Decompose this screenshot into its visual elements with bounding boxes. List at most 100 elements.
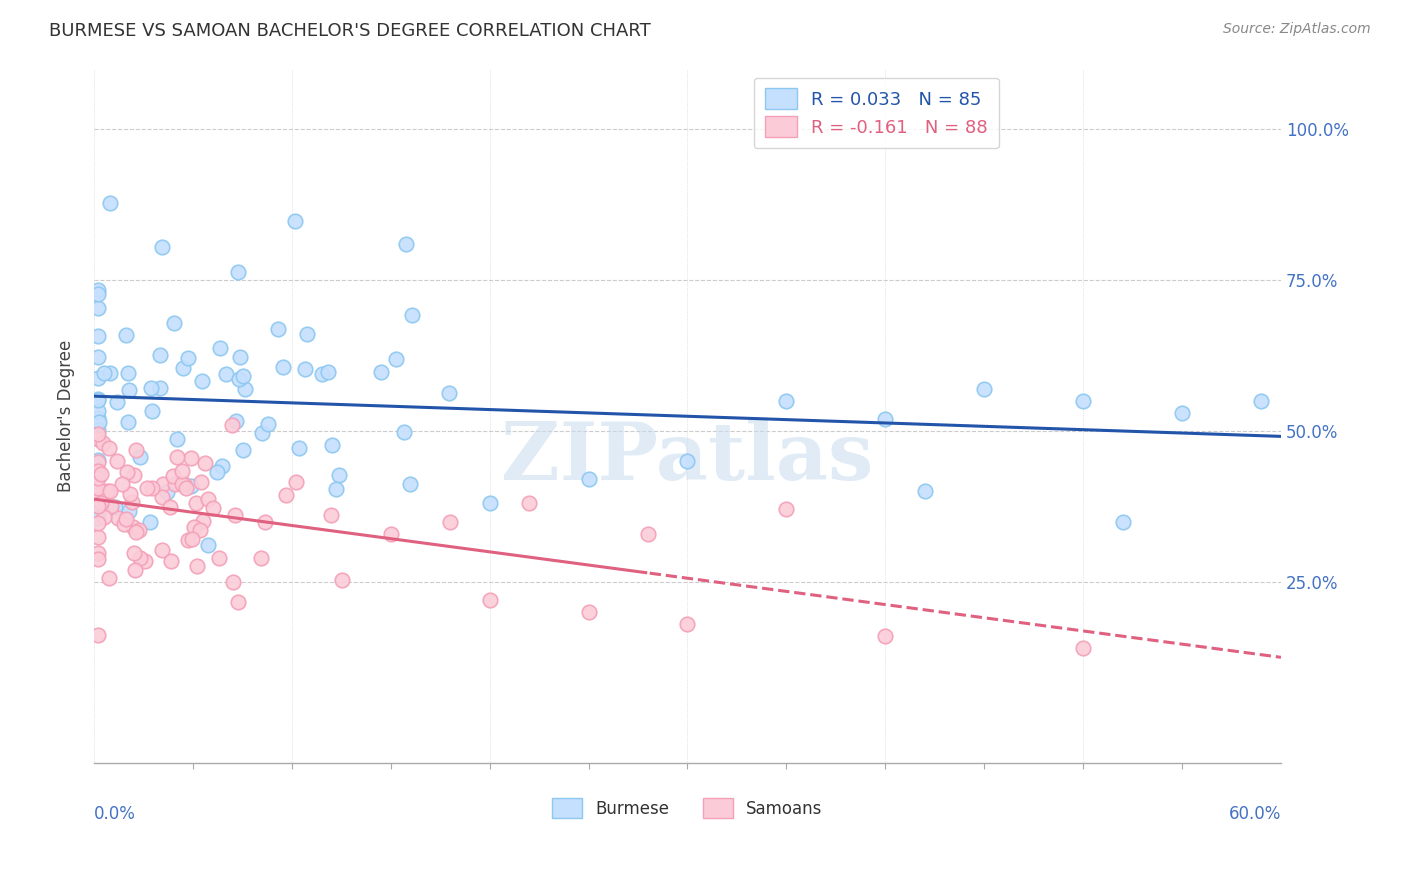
Point: [328, 468, 350, 483]
Point: [100, 499, 122, 513]
Point: [578, 472, 600, 486]
Point: [209, 341, 232, 355]
Point: [141, 481, 163, 495]
Point: [186, 558, 208, 573]
Point: [121, 520, 143, 534]
Point: [1250, 393, 1272, 408]
Text: BURMESE VS SAMOAN BACHELOR'S DEGREE CORRELATION CHART: BURMESE VS SAMOAN BACHELOR'S DEGREE CORR…: [49, 22, 651, 40]
Point: [150, 543, 173, 558]
Point: [87, 552, 110, 566]
Point: [370, 364, 392, 378]
Point: [87, 392, 110, 407]
Point: [172, 464, 194, 478]
Point: [284, 214, 307, 228]
Point: [215, 367, 238, 381]
Point: [401, 308, 423, 322]
Point: [117, 415, 139, 429]
Point: [380, 526, 402, 541]
Point: [180, 479, 202, 493]
Point: [676, 454, 699, 468]
Point: [97, 441, 120, 455]
Point: [224, 508, 246, 522]
Point: [125, 524, 148, 539]
Point: [221, 575, 243, 590]
Legend: Burmese, Samoans: Burmese, Samoans: [546, 792, 830, 824]
Point: [321, 438, 343, 452]
Point: [118, 384, 141, 398]
Point: [129, 551, 152, 566]
Point: [87, 328, 110, 343]
Point: [232, 368, 254, 383]
Point: [96, 483, 118, 498]
Point: [87, 350, 110, 364]
Point: [170, 477, 193, 491]
Point: [87, 415, 110, 429]
Point: [117, 366, 139, 380]
Point: [149, 381, 172, 395]
Point: [250, 425, 273, 440]
Point: [288, 441, 311, 455]
Point: [197, 491, 219, 506]
Point: [202, 501, 225, 516]
Point: [87, 488, 110, 502]
Point: [159, 500, 181, 514]
Point: [190, 475, 212, 490]
Point: [163, 477, 186, 491]
Point: [177, 351, 200, 365]
Point: [1171, 406, 1194, 420]
Text: 60.0%: 60.0%: [1229, 805, 1281, 823]
Point: [115, 327, 138, 342]
Point: [87, 301, 110, 315]
Point: [87, 627, 110, 641]
Point: [197, 538, 219, 552]
Point: [104, 500, 127, 515]
Point: [115, 465, 138, 479]
Point: [295, 326, 318, 341]
Point: [87, 423, 110, 437]
Point: [205, 465, 228, 479]
Point: [478, 593, 501, 607]
Point: [191, 374, 214, 388]
Point: [250, 550, 273, 565]
Point: [180, 451, 202, 466]
Point: [176, 533, 198, 547]
Text: 0.0%: 0.0%: [94, 805, 136, 823]
Point: [87, 283, 110, 297]
Point: [392, 425, 415, 440]
Point: [226, 265, 249, 279]
Point: [183, 520, 205, 534]
Point: [228, 372, 250, 386]
Point: [87, 470, 110, 484]
Point: [115, 512, 138, 526]
Point: [156, 485, 179, 500]
Point: [87, 464, 110, 478]
Point: [166, 450, 188, 465]
Point: [221, 418, 243, 433]
Point: [173, 477, 195, 491]
Point: [98, 195, 121, 210]
Point: [112, 517, 135, 532]
Point: [121, 495, 143, 509]
Point: [124, 442, 146, 457]
Point: [775, 393, 797, 408]
Point: [93, 367, 115, 381]
Point: [294, 362, 316, 376]
Point: [98, 366, 121, 380]
Point: [229, 350, 252, 364]
Point: [122, 546, 145, 560]
Point: [118, 504, 141, 518]
Point: [1111, 515, 1133, 529]
Point: [676, 617, 699, 632]
Point: [225, 414, 247, 428]
Point: [87, 410, 110, 425]
Point: [439, 385, 461, 400]
Point: [87, 464, 110, 478]
Point: [87, 487, 110, 501]
Point: [120, 487, 142, 501]
Point: [136, 481, 159, 495]
Point: [93, 510, 115, 524]
Point: [1071, 641, 1094, 656]
Text: ZIPatlas: ZIPatlas: [502, 418, 873, 497]
Point: [87, 431, 110, 445]
Point: [87, 465, 110, 479]
